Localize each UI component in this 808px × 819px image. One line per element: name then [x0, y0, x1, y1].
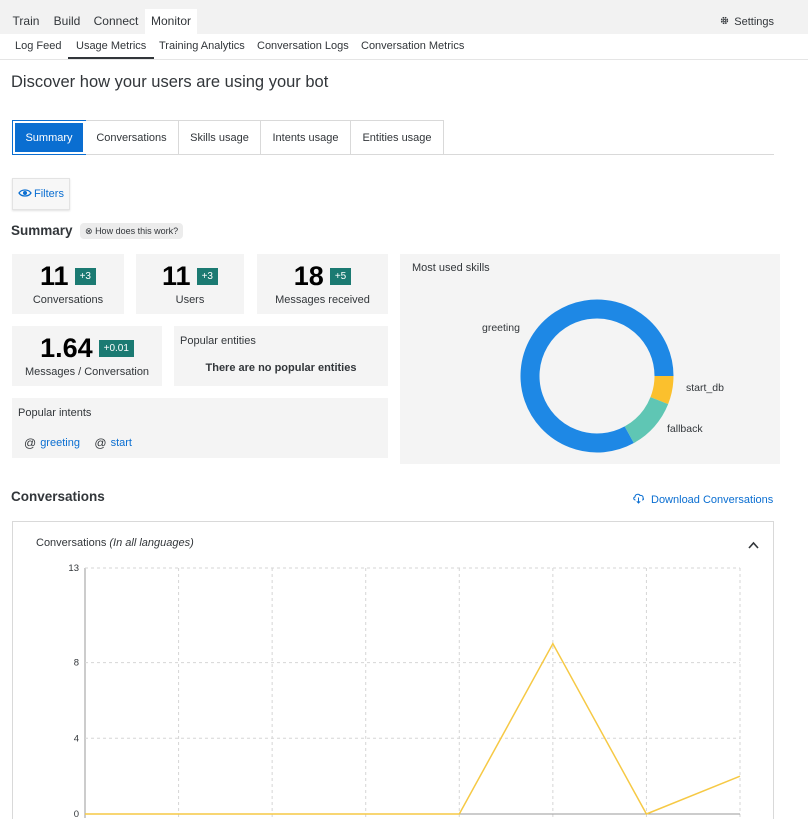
- top-nav-bar: Train Build Connect Monitor Settings: [0, 0, 808, 34]
- kpi-delta-badge: +3: [74, 268, 96, 285]
- kpi-users-card: 11 +3 Users: [136, 254, 244, 314]
- intent-link-start[interactable]: @ start: [94, 436, 132, 450]
- kpi-label: Users: [175, 294, 205, 306]
- at-icon: @: [94, 436, 107, 450]
- conversations-line-chart: 0 4 8 13: [68, 563, 741, 819]
- gear-icon: [719, 15, 730, 29]
- subtab-conversation-metrics[interactable]: Conversation Metrics: [361, 40, 465, 52]
- kpi-label: Conversations: [32, 294, 104, 306]
- kpi-delta-badge: +0.01: [98, 340, 134, 357]
- settings-button[interactable]: Settings: [719, 15, 774, 29]
- at-icon: @: [24, 436, 37, 450]
- download-conversations-link[interactable]: Download Conversations: [632, 492, 773, 507]
- kpi-label: Messages received: [275, 294, 370, 306]
- tab-skills-usage[interactable]: Skills usage: [179, 121, 261, 154]
- intent-name: start: [110, 437, 132, 449]
- collapse-panel-button[interactable]: [748, 536, 759, 554]
- donut-label-start-db: start_db: [686, 382, 724, 394]
- intent-link-greeting[interactable]: @ greeting: [24, 436, 80, 450]
- intent-name: greeting: [40, 437, 80, 449]
- kpi-value: 11: [40, 261, 69, 291]
- kpi-label: Messages / Conversation: [24, 366, 150, 378]
- filters-label: Filters: [34, 188, 64, 200]
- subtab-conversation-logs[interactable]: Conversation Logs: [257, 40, 349, 52]
- popular-entities-card: Popular entities There are no popular en…: [174, 326, 388, 386]
- chart-panel-title: Conversations (In all languages): [36, 537, 194, 549]
- cloud-download-icon: [632, 492, 645, 507]
- kpi-messages-per-conversation-card: 1.64 +0.01 Messages / Conversation: [12, 326, 162, 386]
- kpi-value: 11: [162, 261, 191, 291]
- top-tab-connect[interactable]: Connect: [93, 14, 139, 28]
- chart-title: Conversations: [36, 537, 107, 549]
- donut-slice-fallback: [624, 396, 669, 444]
- summary-heading: Summary: [11, 223, 73, 238]
- page-title: Discover how your users are using your b…: [11, 73, 329, 91]
- monitor-sub-nav: Log Feed Usage Metrics Training Analytic…: [0, 34, 808, 60]
- top-tab-monitor[interactable]: Monitor: [145, 9, 197, 34]
- chart-subtitle: (In all languages): [109, 537, 194, 549]
- tab-summary[interactable]: Summary: [12, 120, 86, 155]
- filters-button[interactable]: Filters: [12, 178, 70, 210]
- subtab-usage-metrics[interactable]: Usage Metrics: [68, 40, 155, 59]
- donut-label-fallback: fallback: [667, 423, 703, 435]
- most-used-skills-title: Most used skills: [412, 262, 490, 274]
- tab-intents-usage[interactable]: Intents usage: [261, 121, 351, 154]
- tab-entities-usage[interactable]: Entities usage: [351, 121, 443, 154]
- subtab-training-analytics[interactable]: Training Analytics: [159, 40, 245, 52]
- conversations-chart-panel: Conversations (In all languages) 0 4 8 13: [12, 521, 774, 819]
- y-tick-label: 13: [68, 563, 79, 574]
- subtab-log-feed[interactable]: Log Feed: [15, 40, 62, 52]
- how-does-this-work-label: How does this work?: [95, 226, 179, 236]
- tab-conversations[interactable]: Conversations: [85, 121, 179, 154]
- settings-label: Settings: [734, 16, 774, 28]
- close-circle-icon: ⊗: [85, 226, 93, 236]
- kpi-delta-badge: +3: [196, 268, 218, 285]
- y-tick-label: 4: [74, 733, 79, 744]
- series-line: [85, 642, 741, 815]
- chevron-up-icon: [748, 536, 759, 553]
- how-does-this-work-button[interactable]: ⊗ How does this work?: [80, 223, 184, 239]
- top-tab-build[interactable]: Build: [53, 14, 81, 28]
- kpi-value: 18: [293, 261, 324, 291]
- donut-label-greeting: greeting: [482, 322, 520, 334]
- y-tick-label: 8: [74, 658, 79, 669]
- kpi-delta-badge: +5: [329, 268, 352, 285]
- donut-slice-greeting: [520, 299, 674, 453]
- popular-entities-empty: There are no popular entities: [205, 362, 357, 374]
- y-tick-label: 0: [74, 809, 79, 819]
- skills-donut-chart: [520, 299, 674, 453]
- download-conversations-label: Download Conversations: [651, 493, 774, 506]
- kpi-value: 1.64: [40, 333, 93, 363]
- donut-slice-start-db: [650, 375, 674, 405]
- conversations-heading: Conversations: [11, 489, 105, 504]
- popular-intents-title: Popular intents: [18, 407, 92, 419]
- popular-entities-title: Popular entities: [180, 335, 256, 347]
- eye-icon: [18, 188, 32, 201]
- kpi-conversations-card: 11 +3 Conversations: [12, 254, 124, 314]
- kpi-messages-received-card: 18 +5 Messages received: [257, 254, 388, 314]
- tabs-divider: [443, 154, 774, 155]
- most-used-skills-card: Most used skills greeting start_db fallb…: [400, 254, 780, 464]
- segmented-tabs: Summary Conversations Skills usage Inten…: [12, 120, 444, 155]
- top-tab-train[interactable]: Train: [12, 14, 40, 28]
- popular-intents-card: Popular intents @ greeting @ start: [12, 398, 388, 458]
